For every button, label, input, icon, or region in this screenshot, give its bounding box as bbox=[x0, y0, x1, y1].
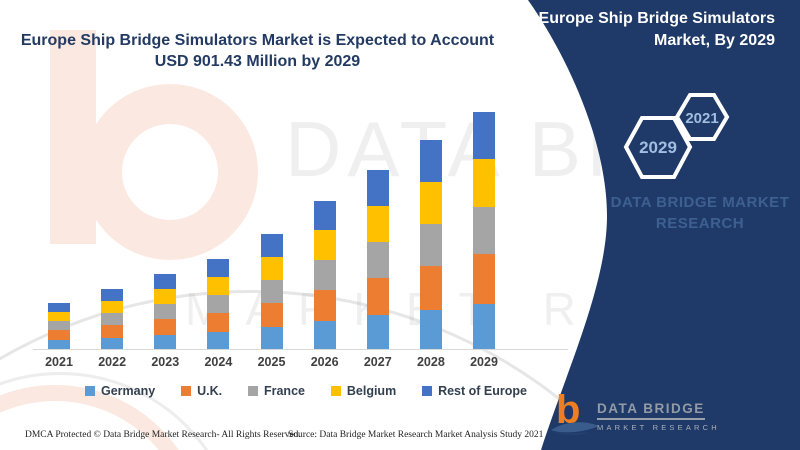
hexagon-badges: 2021 2029 bbox=[623, 93, 730, 179]
legend-item-france: France bbox=[247, 384, 305, 398]
bar-segment-rest-of-europe-2023 bbox=[154, 274, 177, 289]
logo-texts: DATA BRIDGE MARKET RESEARCH bbox=[597, 400, 757, 432]
bar-segment-germany-2026 bbox=[313, 321, 336, 349]
hexagon-2029-label: 2029 bbox=[639, 138, 677, 157]
bar-segment-belgium-2026 bbox=[313, 230, 336, 260]
bar-segment-rest-of-europe-2027 bbox=[366, 170, 389, 206]
stacked-bar-2027 bbox=[366, 170, 389, 349]
legend-swatch-icon bbox=[422, 386, 433, 396]
bar-segment-france-2026 bbox=[313, 260, 336, 290]
hexagon-2021-label: 2021 bbox=[685, 110, 718, 127]
x-axis-label-2022: 2022 bbox=[98, 355, 127, 369]
source-notice: Source: Data Bridge Market Research Mark… bbox=[288, 430, 544, 440]
bar-segment-rest-of-europe-2026 bbox=[313, 201, 336, 230]
logo-swoosh-icon bbox=[551, 422, 599, 435]
x-axis-label-2026: 2026 bbox=[310, 355, 339, 369]
bar-segment-germany-2029 bbox=[473, 304, 495, 349]
hexagon-2021 bbox=[674, 93, 730, 141]
legend-item-rest-of-europe: Rest of Europe bbox=[422, 384, 527, 398]
bar-segment-france-2022 bbox=[101, 313, 124, 325]
panel-brand-line1: DATA BRIDGE MARKET bbox=[610, 194, 790, 211]
bar-segment-france-2029 bbox=[473, 207, 495, 254]
legend-label: Belgium bbox=[346, 384, 397, 398]
bar-segment-u-k--2023 bbox=[154, 319, 177, 335]
stacked-bar-2028 bbox=[419, 140, 442, 349]
legend-item-belgium: Belgium bbox=[330, 384, 397, 398]
bar-segment-germany-2025 bbox=[260, 327, 283, 349]
bar-segment-belgium-2029 bbox=[473, 159, 495, 207]
panel-brand-line2: RESEARCH bbox=[655, 215, 745, 232]
x-axis-label-2023: 2023 bbox=[151, 355, 180, 369]
panel-title-line1: Europe Ship Bridge Simulators bbox=[538, 10, 775, 27]
bar-segment-rest-of-europe-2028 bbox=[419, 140, 442, 182]
bar-segment-belgium-2021 bbox=[48, 312, 70, 321]
bar-segment-u-k--2026 bbox=[313, 290, 336, 321]
panel-title: Europe Ship Bridge Simulators Market, By… bbox=[475, 8, 775, 52]
bar-segment-france-2028 bbox=[419, 224, 442, 266]
bar-segment-germany-2028 bbox=[419, 310, 442, 349]
bar-segment-u-k--2024 bbox=[207, 313, 230, 332]
chart-title-line1: Europe Ship Bridge Simulators Market is … bbox=[20, 32, 495, 49]
bar-segment-germany-2023 bbox=[154, 335, 177, 349]
x-axis-line bbox=[33, 349, 568, 350]
bar-segment-u-k--2025 bbox=[260, 303, 283, 327]
bar-segment-u-k--2021 bbox=[48, 330, 70, 340]
bar-segment-germany-2027 bbox=[366, 315, 389, 349]
bar-segment-rest-of-europe-2025 bbox=[260, 234, 283, 257]
x-axis-label-2029: 2029 bbox=[470, 355, 498, 369]
logo-name: DATA BRIDGE bbox=[597, 401, 705, 420]
bar-segment-france-2023 bbox=[154, 304, 177, 319]
x-axis-label-2027: 2027 bbox=[363, 355, 392, 369]
x-axis-label-2028: 2028 bbox=[416, 355, 445, 369]
bar-segment-belgium-2025 bbox=[260, 257, 283, 280]
hexagon-2029 bbox=[623, 116, 693, 179]
bar-segment-germany-2024 bbox=[207, 332, 230, 349]
dmca-notice: DMCA Protected © Data Bridge Market Rese… bbox=[25, 430, 301, 440]
bar-segment-rest-of-europe-2029 bbox=[473, 112, 495, 159]
bar-segment-france-2027 bbox=[366, 242, 389, 278]
x-axis-label-2025: 2025 bbox=[257, 355, 286, 369]
bar-segment-germany-2021 bbox=[48, 340, 70, 349]
bar-segment-germany-2022 bbox=[101, 338, 124, 349]
chart-title-line2: USD 901.43 Million by 2029 bbox=[154, 53, 361, 70]
legend-swatch-icon bbox=[330, 386, 341, 396]
bar-segment-france-2024 bbox=[207, 295, 230, 313]
x-axis-label-2021: 2021 bbox=[45, 355, 73, 369]
panel-title-line2: Market, By 2029 bbox=[654, 32, 775, 49]
stacked-bar-2021 bbox=[48, 303, 70, 349]
logo-tagline: MARKET RESEARCH bbox=[597, 423, 720, 432]
bar-segment-belgium-2027 bbox=[366, 206, 389, 242]
bar-segment-u-k--2028 bbox=[419, 266, 442, 310]
bar-segment-belgium-2022 bbox=[101, 301, 124, 313]
bar-segment-belgium-2028 bbox=[419, 182, 442, 224]
bar-segment-u-k--2022 bbox=[101, 325, 124, 338]
panel-brand-text: DATA BRIDGE MARKET RESEARCH bbox=[590, 192, 800, 234]
chart-title: Europe Ship Bridge Simulators Market is … bbox=[20, 30, 495, 72]
stacked-bar-2026 bbox=[313, 201, 336, 349]
bar-segment-rest-of-europe-2021 bbox=[48, 303, 70, 312]
legend-label: Rest of Europe bbox=[438, 384, 527, 398]
bar-segment-u-k--2027 bbox=[366, 278, 389, 315]
legend-label: France bbox=[263, 384, 305, 398]
bar-segment-rest-of-europe-2024 bbox=[207, 259, 230, 277]
bar-segment-france-2021 bbox=[48, 321, 70, 330]
x-axis-label-2024: 2024 bbox=[204, 355, 233, 369]
legend-swatch-icon bbox=[247, 386, 258, 396]
